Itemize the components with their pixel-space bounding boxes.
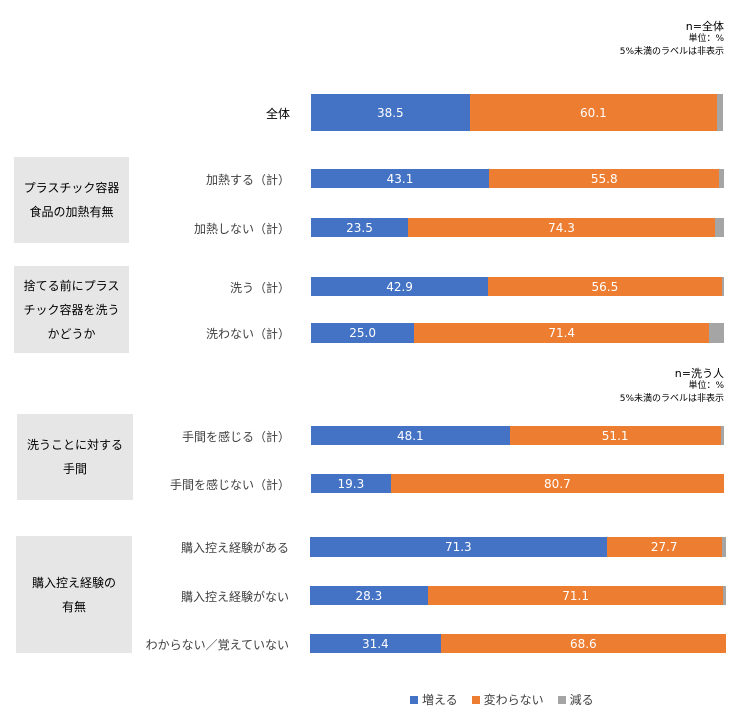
data-label: 25.0 [349,326,376,340]
data-label: 19.3 [337,476,365,491]
data-label: 71.1 [562,588,589,603]
bar-segment-increase: 43.1 [311,169,489,188]
data-label: 56.5 [591,279,619,294]
data-label: 42.9 [386,279,413,294]
group-box-effort: 洗うことに対する 手間 [17,414,133,500]
row-label: 加熱する（計） [205,172,290,187]
bar-segment-increase: 71.3 [310,537,607,557]
group-box-washing: 捨てる前にプラス チック容器を洗う かどうか [14,266,129,353]
legend-item-unchanged: 変わらない [471,691,544,708]
bar-segment-unchanged: 80.7 [390,474,724,493]
data-label: 27.7 [650,540,678,554]
stacked-bar: 28.3 71.1 [310,586,726,605]
bar-segment-decrease [723,586,726,605]
group-box-purchase: 購入控え経験の 有無 [16,536,132,653]
bar-segment-increase: 25.0 [311,323,415,343]
group-title-line: チック容器を洗う [23,302,120,317]
bar-segment-decrease [709,323,724,343]
legend-item-decrease: 減る [557,691,594,708]
bar-segment-decrease [721,537,726,557]
data-label: 43.1 [386,171,414,186]
legend-swatch-decrease [557,695,566,704]
stacked-bar: 31.4 68.6 [310,634,726,653]
bar-segment-decrease [721,277,724,296]
row-label: 手間を感じない（計） [169,477,290,492]
bar-segment-increase: 42.9 [311,277,489,296]
group-title-line: 購入控え経験の [31,575,116,590]
bar-segment-decrease [720,426,724,445]
stacked-bar: 25.0 71.4 [311,323,724,343]
bar-segment-unchanged: 74.3 [408,218,715,237]
stacked-bar: 48.1 51.1 [311,426,724,445]
stacked-bar: 23.5 74.3 [311,218,724,237]
note-block-washers: n=洗う人 単位：% 5%未満のラベルは非表示 [620,367,724,406]
group-title-line: かどうか [47,326,96,341]
row-label: わからない／覚えていない [145,637,289,652]
data-label: 74.3 [548,220,575,235]
row-label: 購入控え経験がある [180,541,289,555]
bar-segment-increase: 23.5 [311,218,409,237]
bar-segment-increase: 31.4 [310,634,441,653]
data-label: 23.5 [346,220,373,235]
bar-segment-increase: 48.1 [311,426,510,445]
group-box-heating: プラスチック容器 食品の加熱有無 [14,157,129,243]
bar-segment-increase: 38.5 [311,94,470,131]
bar-segment-unchanged: 27.7 [606,537,722,557]
group-title-line: 洗うことに対する [26,438,123,452]
stacked-bar: 38.5 60.1 [311,94,723,131]
legend-item-increase: 増える [410,691,458,708]
group-title-line: 食品の加熱有無 [29,205,114,219]
row-label: 全体 [265,106,290,121]
row-label: 購入控え経験がない [180,589,289,604]
bar-segment-decrease [714,218,724,237]
data-label: 80.7 [543,476,571,491]
stacked-bar: 43.1 55.8 [311,169,724,188]
legend-label: 減る [569,693,594,707]
data-label: 28.3 [355,588,383,603]
legend-swatch-increase [410,695,418,704]
data-label: 71.4 [548,326,576,340]
note-block-overall: n=全体 単位：% 5%未満のラベルは非表示 [620,20,724,59]
bar-segment-unchanged: 56.5 [488,277,722,296]
bar-segment-unchanged: 68.6 [440,634,726,653]
bar-segment-decrease [717,94,723,131]
bar-segment-increase: 28.3 [310,586,428,605]
n-label: n=全体 [685,20,724,33]
data-label: 31.4 [361,636,389,651]
bar-segment-unchanged: 71.1 [427,586,724,605]
n-label: n=洗う人 [674,367,724,380]
group-title-line: プラスチック容器 [23,181,120,195]
data-label: 68.6 [569,636,597,651]
legend-label: 増える [422,693,458,707]
row-label: 洗わない（計） [205,327,290,341]
bar-segment-unchanged: 55.8 [489,169,720,188]
bar-segment-increase: 19.3 [311,474,391,493]
bar-segment-unchanged: 71.4 [414,323,710,343]
row-label: 加熱しない（計） [193,221,290,236]
data-label: 55.8 [590,171,618,186]
unit-label: 単位：% [688,34,724,44]
data-label: 71.3 [444,540,472,554]
group-title-line: 捨てる前にプラス [23,278,120,293]
unit-label: 単位：% [688,381,724,391]
bar-segment-decrease [719,169,724,188]
bar-segment-unchanged: 60.1 [469,94,718,131]
bar-segment-unchanged: 51.1 [509,426,721,445]
row-label: 手間を感じる（計） [181,429,290,444]
data-label: 60.1 [580,105,607,120]
data-label: 48.1 [396,428,424,443]
legend-swatch-unchanged [471,695,480,704]
legend: 増える 変わらない 減る [410,691,594,708]
group-title-line: 手間 [62,462,87,476]
group-title-line: 有無 [61,599,86,614]
row-label: 洗う（計） [229,280,290,295]
stacked-bar: 71.3 27.7 [310,537,726,557]
stacked-bar: 19.3 80.7 [311,474,724,493]
hide-rule-label: 5%未満のラベルは非表示 [619,394,724,404]
legend-label: 変わらない [483,693,544,707]
hide-rule-label: 5%未満のラベルは非表示 [619,47,724,57]
data-label: 51.1 [601,428,629,443]
data-label: 38.5 [376,105,404,120]
stacked-bar: 42.9 56.5 [311,277,724,296]
